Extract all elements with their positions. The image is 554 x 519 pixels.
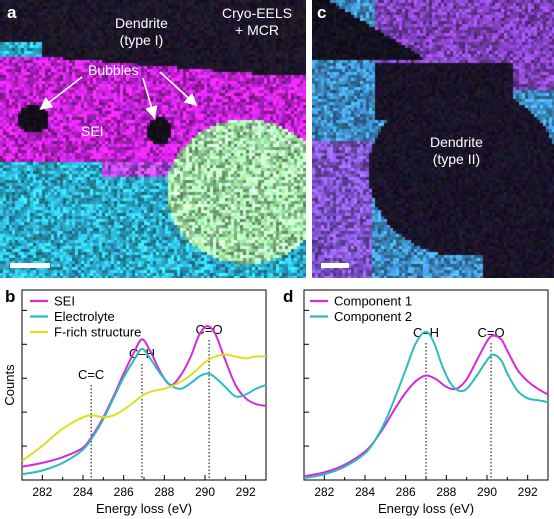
- series-line: [21, 353, 267, 462]
- legend-entry: Component 1: [334, 294, 412, 309]
- eels-map-c-image: [312, 0, 554, 278]
- scale-bar-c: [321, 263, 349, 268]
- panel-label-c: c: [317, 3, 327, 22]
- x-tick-label: 288: [436, 485, 456, 499]
- bubble-arrow-2: [142, 77, 158, 120]
- x-tick-label: 290: [477, 485, 497, 499]
- bubble-arrow-3: [159, 71, 198, 107]
- spectrum-plot-b: 282 284 286 288 290 292 Energy loss (eV) Counts…: [0, 282, 277, 519]
- x-tick-label: 282: [314, 485, 334, 499]
- x-tick-label: 282: [32, 485, 52, 499]
- x-tick-label: 286: [396, 485, 416, 499]
- legend-entry: Component 2: [334, 309, 412, 324]
- panel-label-a: a: [7, 3, 17, 22]
- x-tick-label: 284: [355, 485, 375, 499]
- bubble-arrows: [10, 71, 198, 268]
- panel-label-d: d: [283, 287, 294, 306]
- panel-label-b: b: [5, 287, 16, 306]
- bubbles-label: Bubbles: [88, 62, 139, 78]
- x-tick-label: 284: [73, 485, 93, 499]
- peak-label: C=C: [78, 367, 104, 382]
- x-tick-label: 292: [236, 485, 256, 499]
- x-tick-label: 290: [195, 485, 215, 499]
- spectrum-plot-d: 282 284 286 288 290 292 Energy loss (eV) C–H C=O…: [277, 282, 554, 519]
- series-line: [21, 347, 267, 476]
- scale-bar-a: [10, 263, 50, 268]
- eels-map-panel-c: c Dendrite (type II): [312, 0, 554, 278]
- series-line: [303, 330, 549, 480]
- legend-entry: F-rich structure: [54, 325, 141, 340]
- x-tick-label: 292: [518, 485, 538, 499]
- y-axis-label: Counts: [2, 364, 17, 406]
- scale-bar-c-overlay: [321, 263, 349, 268]
- x-axis-label: Energy loss (eV): [378, 501, 474, 516]
- x-tick-label: 286: [114, 485, 134, 499]
- eels-map-panel-a: a Dendrite (type I) Cryo-EELS + MCR Bubb…: [0, 0, 306, 278]
- legend-entry: SEI: [54, 294, 75, 309]
- eels-map-a-image: [0, 0, 306, 278]
- x-tick-label: 288: [154, 485, 174, 499]
- legend-entry: Electrolyte: [54, 309, 115, 324]
- sei-label: SEI: [81, 123, 104, 139]
- method-label: Cryo-EELS + MCR: [222, 5, 293, 38]
- dendrite-type1-label: Dendrite (type I): [115, 15, 168, 48]
- spectrum-chart-b: 282 284 286 288 290 292 Energy loss (eV) Counts…: [2, 289, 267, 516]
- bubble-arrow-1: [39, 76, 83, 110]
- x-axis-label: Energy loss (eV): [96, 501, 192, 516]
- dendrite-type2-label: Dendrite (type II): [430, 134, 483, 167]
